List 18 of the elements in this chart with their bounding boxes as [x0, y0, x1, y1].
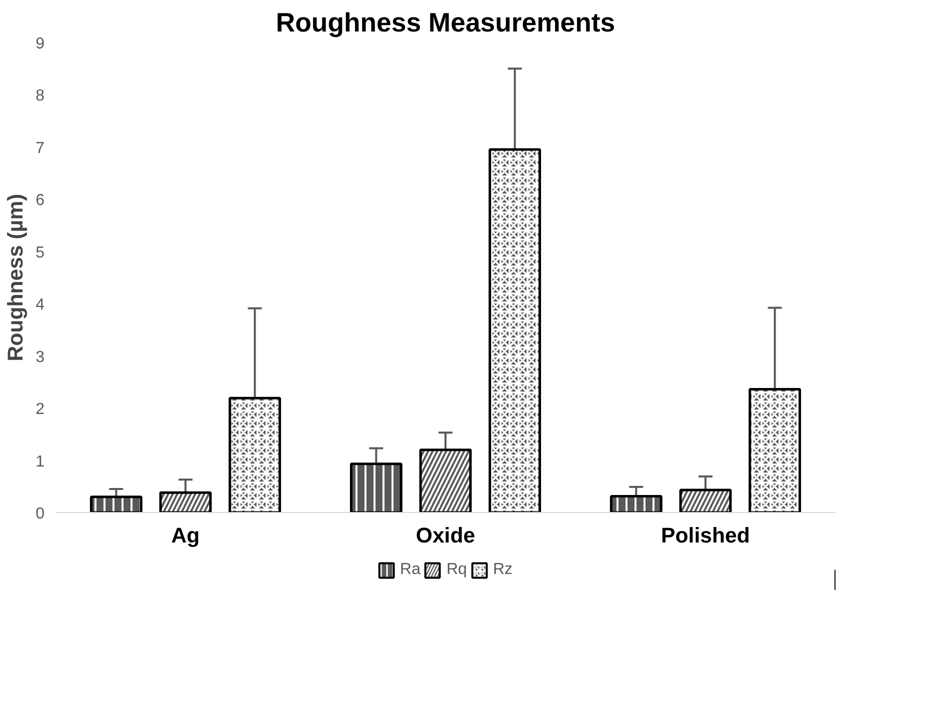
- y-tick-label: 3: [36, 348, 45, 366]
- y-tick-label: 1: [36, 453, 45, 470]
- y-tick-label: 4: [36, 296, 45, 314]
- y-tick-label: 7: [36, 140, 45, 157]
- y-tick-label: 6: [36, 192, 45, 210]
- legend-label: Rq: [446, 561, 467, 579]
- y-tick-label: 9: [36, 36, 45, 52]
- y-tick-label: 0: [36, 506, 45, 522]
- y-tick-label: 8: [36, 88, 45, 105]
- x-tick-label: Oxide: [416, 524, 476, 548]
- x-tick-label: Polished: [661, 524, 750, 548]
- legend-label: Rz: [492, 561, 513, 579]
- y-axis-title: Roughness (µm): [4, 194, 28, 362]
- x-tick-label: Ag: [171, 524, 200, 548]
- legend-label: Ra: [400, 561, 420, 579]
- y-tick-label: 5: [36, 244, 45, 262]
- y-tick-label: 2: [36, 401, 45, 418]
- chart-title: Roughness Measurements: [276, 8, 616, 38]
